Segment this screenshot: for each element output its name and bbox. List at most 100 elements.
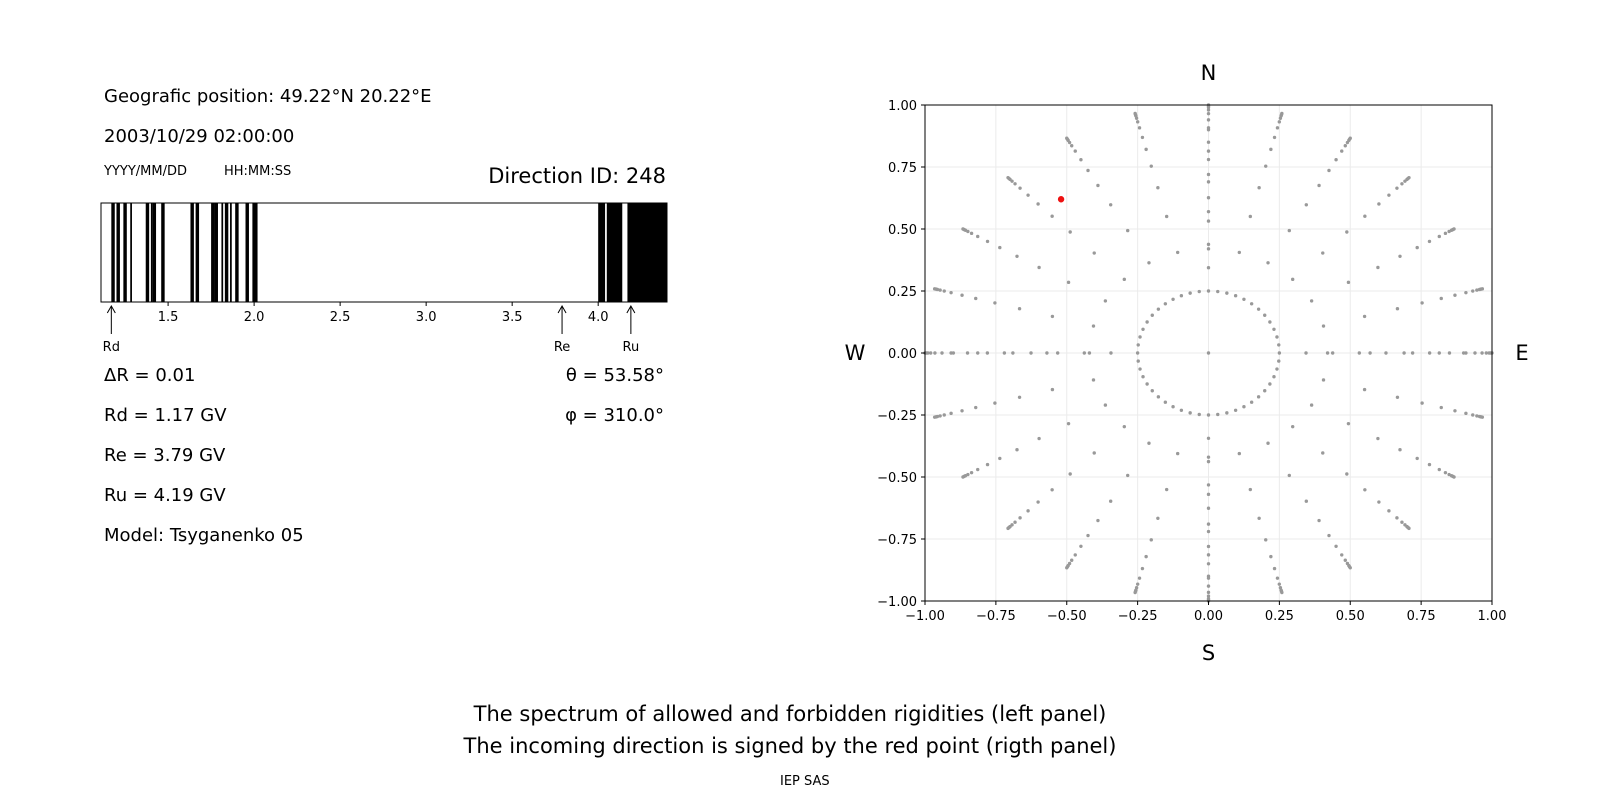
grid-point [1156,516,1160,520]
geographic-position: Geografic position: 49.22°N 20.22°E [104,86,432,107]
grid-point [1269,147,1273,152]
forbidden-band [606,203,623,302]
grid-point [1264,538,1268,542]
grid-point [1066,421,1071,426]
grid-point [1402,351,1406,355]
map-x-tick-label: 0.75 [1407,609,1436,624]
marker-arrow-head [557,304,567,314]
grid-point [1287,228,1291,233]
grid-point [1475,414,1479,418]
grid-point [1290,424,1295,429]
grid-point [1415,456,1419,461]
grid-point [1013,182,1017,186]
grid-point [1206,242,1211,247]
map-x-tick-label: 0.50 [1336,609,1365,624]
grid-point [1343,144,1347,148]
grid-point [1280,111,1284,116]
grid-point [1266,261,1270,265]
delta-r-value: ΔR = 0.01 [104,365,196,386]
grid-point [1327,168,1331,173]
ru-value: Ru = 4.19 GV [104,485,226,506]
grid-point [1206,436,1211,441]
marker-arrow-head [106,304,116,314]
grid-point [985,351,990,355]
map-x-tick-label: 1.00 [1478,609,1507,624]
forbidden-band [221,203,224,302]
grid-point [1272,375,1276,379]
grid-point [1206,544,1211,549]
grid-point [1321,378,1326,382]
grid-point [1277,120,1282,124]
grid-point [1475,288,1479,292]
grid-point [938,414,942,418]
date-format-label: YYYY/MM/DD [104,164,187,179]
grid-point [1086,168,1090,173]
grid-point [1145,382,1149,386]
grid-point [1156,307,1161,311]
grid-point [1346,280,1351,285]
forbidden-band [130,203,132,302]
grid-point [1144,147,1148,152]
grid-point [1092,451,1096,455]
grid-point [1087,351,1092,355]
grid-point [1206,529,1211,534]
forbidden-band [245,203,249,302]
grid-point [1109,351,1113,355]
grid-point [1256,307,1261,311]
grid-point [1216,412,1220,417]
forbidden-band [145,203,150,302]
grid-point [1091,324,1096,328]
grid-point [1141,327,1145,331]
grid-point [1188,291,1192,295]
forbidden-band [598,203,606,302]
forbidden-band [627,203,667,302]
grid-point [1164,214,1169,219]
grid-point [1263,389,1267,393]
grid-point [1384,351,1388,355]
grid-point [1197,289,1201,294]
grid-point [1452,227,1456,231]
grid-point [1437,234,1441,239]
grid-point [949,351,953,355]
grid-point [1096,183,1100,188]
grid-point [1073,553,1077,557]
grid-point [949,290,953,295]
grid-point [1175,451,1180,456]
grid-point [1206,196,1211,200]
grid-point [1136,359,1140,363]
grid-point [940,351,944,355]
grid-point [1395,186,1399,190]
grid-point [1407,175,1411,180]
grid-point [1079,158,1083,162]
grid-point [1108,499,1113,503]
grid-point [1206,455,1211,459]
grid-point [1122,277,1127,282]
caption-line-2: The incoming direction is signed by the … [463,734,1117,758]
grid-point [1206,584,1211,588]
grid-point [1395,307,1400,311]
grid-point [1156,186,1160,190]
grid-point [1206,413,1211,417]
grid-point [1140,135,1145,140]
grid-point [1237,451,1242,456]
grid-point [1147,261,1151,265]
grid-point [1206,553,1211,557]
grid-point [1070,558,1074,562]
grid-point [1249,302,1254,306]
grid-point [1103,403,1108,407]
grid-point [1257,516,1261,520]
grid-point [1407,526,1411,531]
grid-point [1140,566,1145,571]
grid-point [1398,254,1402,258]
grid-point [1304,499,1309,503]
grid-point [1206,289,1211,293]
map-y-tick-label: 0.25 [888,285,917,300]
grid-point [1480,351,1484,355]
grid-point [1464,290,1468,295]
grid-point [1135,351,1140,355]
grid-point [1206,506,1211,510]
grid-point [1330,351,1335,355]
grid-point [1346,421,1351,426]
grid-point [1108,203,1113,207]
grid-point [1340,553,1344,557]
